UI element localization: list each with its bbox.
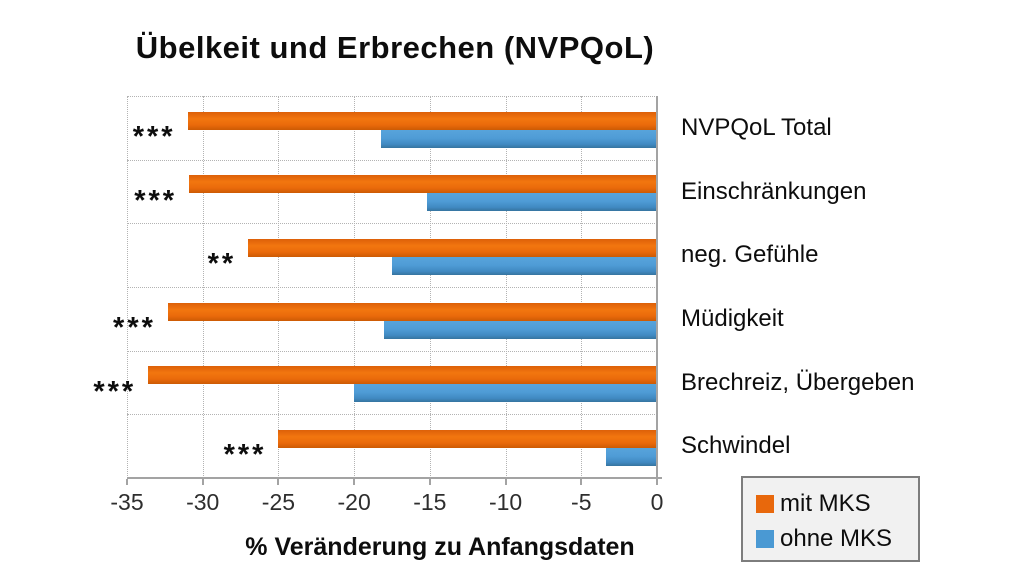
band-separator	[127, 414, 657, 416]
significance-stars: ***	[223, 439, 267, 472]
bar-mit-mks	[189, 175, 657, 194]
tick-mark	[126, 479, 128, 485]
tick-mark	[201, 479, 204, 485]
category-label: Einschränkungen	[681, 177, 867, 205]
bar-mit-mks	[187, 111, 657, 130]
legend-swatch-icon	[756, 529, 774, 548]
tick-mark	[580, 479, 583, 485]
band-separator	[127, 96, 657, 97]
significance-stars: ***	[113, 312, 156, 344]
zero-baseline	[656, 96, 658, 485]
tick-label: 0	[650, 489, 664, 515]
bar-ohne-mks	[605, 447, 657, 466]
bar-ohne-mks	[381, 129, 657, 148]
tick-mark	[504, 479, 507, 485]
legend-label: ohne MKS	[780, 524, 893, 552]
category-label: Brechreiz, Übergeben	[681, 368, 915, 396]
band-separator	[127, 287, 657, 288]
bar-mit-mks	[167, 302, 657, 321]
category-band: ***	[127, 160, 657, 224]
legend-swatch-icon	[756, 494, 774, 513]
bar-mit-mks	[278, 429, 657, 448]
tick-label: -10	[488, 489, 523, 515]
tick-mark	[428, 479, 431, 485]
bar-ohne-mks	[392, 256, 657, 275]
tick-label: -35	[110, 489, 144, 515]
tick-label: -30	[186, 489, 220, 515]
plot-area: *** *** ** *** *** ***	[93, 96, 657, 478]
category-label: NVPQoL Total	[681, 113, 832, 141]
tick-mark	[656, 479, 658, 485]
category-label: Müdigkeit	[681, 304, 784, 332]
x-axis-line	[127, 477, 662, 479]
bar-ohne-mks	[426, 193, 657, 212]
category-label: neg. Gefühle	[681, 241, 819, 269]
bar-ohne-mks	[384, 320, 657, 339]
legend-item: mit MKS	[756, 486, 918, 521]
legend-item: ohne MKS	[756, 521, 918, 556]
bar-ohne-mks	[354, 384, 657, 403]
significance-stars: ***	[132, 121, 176, 153]
tick-label: -5	[571, 489, 592, 515]
significance-stars: ***	[134, 184, 178, 217]
band-separator	[127, 159, 657, 161]
tick-label: -25	[261, 489, 296, 515]
tick-mark	[353, 479, 356, 485]
band-separator	[127, 223, 657, 225]
chart-title: Übelkeit und Erbrechen (NVPQoL)	[135, 30, 655, 65]
significance-stars: ***	[93, 375, 137, 408]
x-axis-title: % Veränderung zu Anfangsdaten	[245, 533, 635, 561]
significance-stars: **	[207, 248, 237, 281]
bar-mit-mks	[148, 366, 657, 385]
category-band: ***	[127, 414, 657, 478]
legend-label: mit MKS	[780, 489, 871, 517]
tick-label: -15	[413, 489, 447, 515]
tick-label: -20	[337, 489, 371, 515]
category-band: ***	[127, 96, 657, 160]
bar-mit-mks	[248, 238, 657, 257]
tick-mark	[277, 479, 280, 485]
legend: mit MKS ohne MKS	[741, 476, 920, 562]
category-band: ***	[93, 351, 657, 415]
band-separator	[127, 350, 657, 352]
category-label: Schwindel	[681, 432, 791, 460]
category-band: ***	[113, 287, 657, 351]
category-band: **	[127, 223, 657, 287]
